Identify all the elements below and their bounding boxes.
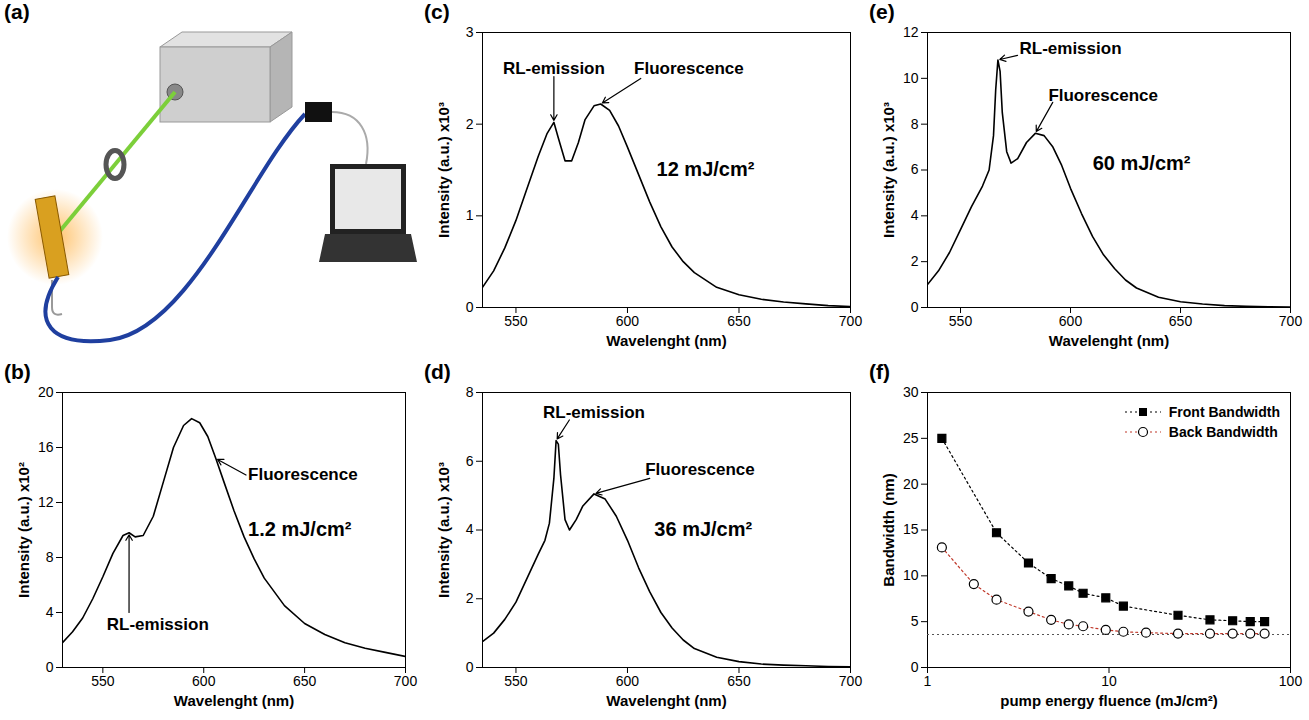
svg-text:Wavelenght (nm): Wavelenght (nm) — [606, 692, 726, 709]
svg-text:2: 2 — [466, 590, 474, 606]
svg-text:3: 3 — [466, 24, 474, 40]
svg-text:650: 650 — [293, 673, 317, 689]
svg-text:0: 0 — [466, 659, 474, 675]
svg-text:4: 4 — [911, 207, 919, 223]
svg-text:700: 700 — [1279, 313, 1303, 329]
svg-text:650: 650 — [727, 313, 751, 329]
svg-text:Intensity (a.u.) x10³: Intensity (a.u.) x10³ — [435, 102, 452, 238]
svg-text:4: 4 — [466, 521, 474, 537]
svg-text:650: 650 — [727, 673, 751, 689]
svg-text:12: 12 — [38, 494, 54, 510]
svg-text:Wavelenght (nm): Wavelenght (nm) — [1049, 332, 1169, 349]
html-text:(a): (a) — [4, 0, 30, 23]
svg-text:0: 0 — [911, 659, 919, 675]
svg-text:8: 8 — [911, 116, 919, 132]
svg-text:1: 1 — [466, 207, 474, 223]
svg-text:Wavelenght (nm): Wavelenght (nm) — [174, 692, 294, 709]
html-text:Back Bandwidth: Back Bandwidth — [1168, 424, 1278, 440]
svg-text:0: 0 — [46, 659, 54, 675]
svg-text:12: 12 — [903, 24, 919, 40]
svg-text:Fluorescence: Fluorescence — [248, 465, 358, 484]
svg-text:10: 10 — [1101, 673, 1117, 689]
svg-text:RL-emission: RL-emission — [503, 59, 605, 78]
svg-text:6: 6 — [911, 161, 919, 177]
svg-text:600: 600 — [616, 673, 640, 689]
svg-text:550: 550 — [949, 313, 973, 329]
svg-text:10: 10 — [903, 567, 919, 583]
svg-text:5: 5 — [911, 613, 919, 629]
svg-text:12 mJ/cm²: 12 mJ/cm² — [657, 158, 755, 180]
svg-text:Fluorescence: Fluorescence — [634, 59, 744, 78]
svg-text:0: 0 — [466, 299, 474, 315]
svg-text:60 mJ/cm²: 60 mJ/cm² — [1093, 152, 1191, 174]
svg-text:RL-emission: RL-emission — [107, 615, 209, 634]
svg-text:650: 650 — [1169, 313, 1193, 329]
svg-text:8: 8 — [46, 549, 54, 565]
svg-text:550: 550 — [504, 313, 528, 329]
svg-text:700: 700 — [394, 673, 418, 689]
svg-text:pump energy fluence (mJ/cm²): pump energy fluence (mJ/cm²) — [1000, 692, 1218, 709]
svg-text:Wavelenght (nm): Wavelenght (nm) — [606, 332, 726, 349]
svg-text:2: 2 — [911, 253, 919, 269]
svg-text:4: 4 — [46, 604, 54, 620]
svg-text:Intensity (a.u.) x10³: Intensity (a.u.) x10³ — [880, 102, 897, 238]
svg-text:550: 550 — [91, 673, 115, 689]
svg-text:25: 25 — [903, 430, 919, 446]
html-text:(e): (e) — [869, 0, 895, 23]
html-text:(c): (c) — [424, 0, 450, 23]
svg-text:Intensity (a.u.) x10³: Intensity (a.u.) x10³ — [435, 462, 452, 598]
html-text:(f): (f) — [869, 360, 890, 383]
svg-text:Fluorescence: Fluorescence — [645, 460, 755, 479]
svg-text:16: 16 — [38, 439, 54, 455]
svg-text:1.2 mJ/cm²: 1.2 mJ/cm² — [248, 518, 352, 540]
svg-text:15: 15 — [903, 521, 919, 537]
html-text:Front Bandwidth: Front Bandwidth — [1168, 404, 1280, 420]
svg-text:30: 30 — [903, 384, 919, 400]
svg-text:6: 6 — [466, 453, 474, 469]
svg-text:550: 550 — [504, 673, 528, 689]
svg-text:600: 600 — [192, 673, 216, 689]
svg-text:RL-emission: RL-emission — [543, 403, 645, 422]
svg-text:Intensity (a.u.) x10²: Intensity (a.u.) x10² — [15, 462, 32, 598]
svg-text:700: 700 — [839, 313, 863, 329]
svg-text:100: 100 — [1279, 673, 1303, 689]
html-text:(d): (d) — [424, 360, 451, 383]
svg-text:20: 20 — [903, 476, 919, 492]
svg-text:700: 700 — [839, 673, 863, 689]
svg-text:Bandwidth (nm): Bandwidth (nm) — [880, 473, 897, 586]
svg-text:8: 8 — [466, 384, 474, 400]
svg-text:0: 0 — [911, 299, 919, 315]
svg-text:10: 10 — [903, 70, 919, 86]
svg-text:20: 20 — [38, 384, 54, 400]
svg-text:600: 600 — [1059, 313, 1083, 329]
svg-text:2: 2 — [466, 116, 474, 132]
svg-text:1: 1 — [924, 673, 932, 689]
svg-text:RL-emission: RL-emission — [1020, 39, 1122, 58]
html-text:(b): (b) — [4, 360, 31, 383]
svg-text:Fluorescence: Fluorescence — [1048, 86, 1158, 105]
svg-text:36 mJ/cm²: 36 mJ/cm² — [654, 518, 752, 540]
svg-text:600: 600 — [616, 313, 640, 329]
